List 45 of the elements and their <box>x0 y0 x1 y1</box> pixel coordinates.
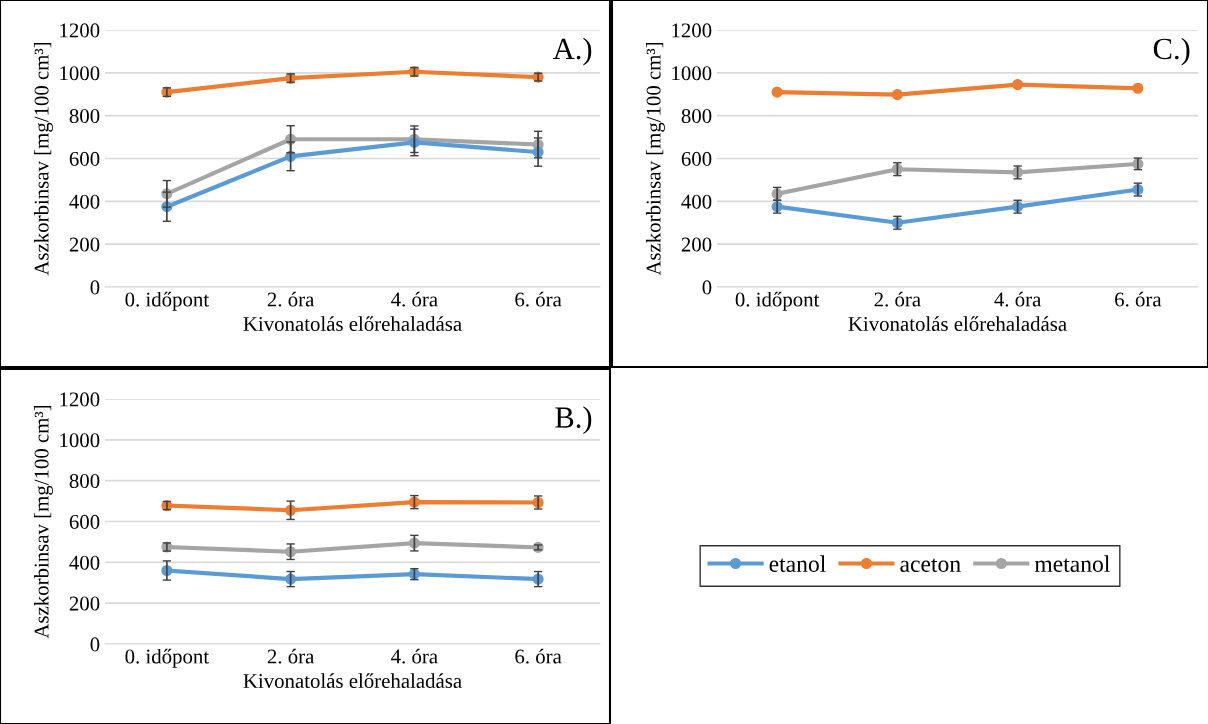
legend-label: aceton <box>900 558 961 572</box>
x-tick-label: 0. időpont <box>125 648 209 668</box>
legend-label: etanol <box>769 555 826 572</box>
y-tick-label: 800 <box>69 109 100 124</box>
y-axis-title: Aszkorbinsav [mg/100 cm³] <box>645 42 665 276</box>
y-tick-label: 0 <box>702 280 712 295</box>
x-tick-label: 2. óra <box>267 291 315 307</box>
chart-title: B.) <box>555 406 592 435</box>
y-tick-label: 200 <box>69 237 100 252</box>
y-tick-label: 1000 <box>672 66 712 81</box>
legend-label: metanol <box>1034 555 1110 572</box>
y-tick-label: 200 <box>681 237 712 252</box>
x-tick-label: 6. óra <box>1115 291 1162 307</box>
y-tick-label: 600 <box>69 151 100 166</box>
x-tick-label: 2. óra <box>874 291 921 307</box>
x-tick-label: 0. időpont <box>125 291 209 311</box>
chart-title: A.) <box>553 37 592 66</box>
y-tick-label: 0 <box>90 637 100 652</box>
y-tick-label: 0 <box>90 280 100 295</box>
y-tick-label: 1000 <box>60 433 100 448</box>
y-tick-label: 200 <box>69 596 100 611</box>
x-axis-title: Kivonatolás előrehaladása <box>848 316 1067 331</box>
y-tick-label: 600 <box>69 514 100 529</box>
x-tick-label: 4. óra <box>391 648 438 664</box>
y-tick-label: 800 <box>69 474 100 489</box>
chart-title: C.) <box>1153 37 1190 66</box>
x-tick-label: 6. óra <box>515 291 562 307</box>
y-axis-title: Aszkorbinsav [mg/100 cm³] <box>33 405 53 639</box>
y-tick-label: 1200 <box>60 23 100 38</box>
x-tick-label: 2. óra <box>267 648 315 664</box>
x-tick-label: 0. időpont <box>735 291 820 311</box>
x-tick-label: 4. óra <box>391 291 438 307</box>
y-axis-title: Aszkorbinsav [mg/100 cm³] <box>33 42 53 276</box>
y-tick-label: 400 <box>681 194 712 209</box>
y-tick-label: 800 <box>681 109 712 124</box>
y-tick-label: 400 <box>69 555 100 570</box>
x-axis-title: Kivonatolás előrehaladása <box>243 316 462 331</box>
x-tick-label: 4. óra <box>994 291 1042 307</box>
y-tick-label: 600 <box>681 151 712 166</box>
y-tick-label: 1000 <box>60 66 100 81</box>
y-tick-label: 1200 <box>60 392 100 407</box>
y-tick-label: 400 <box>69 194 100 209</box>
x-tick-label: 6. óra <box>515 648 562 664</box>
y-tick-label: 1200 <box>672 23 712 38</box>
x-axis-title: Kivonatolás előrehaladása <box>243 673 462 688</box>
